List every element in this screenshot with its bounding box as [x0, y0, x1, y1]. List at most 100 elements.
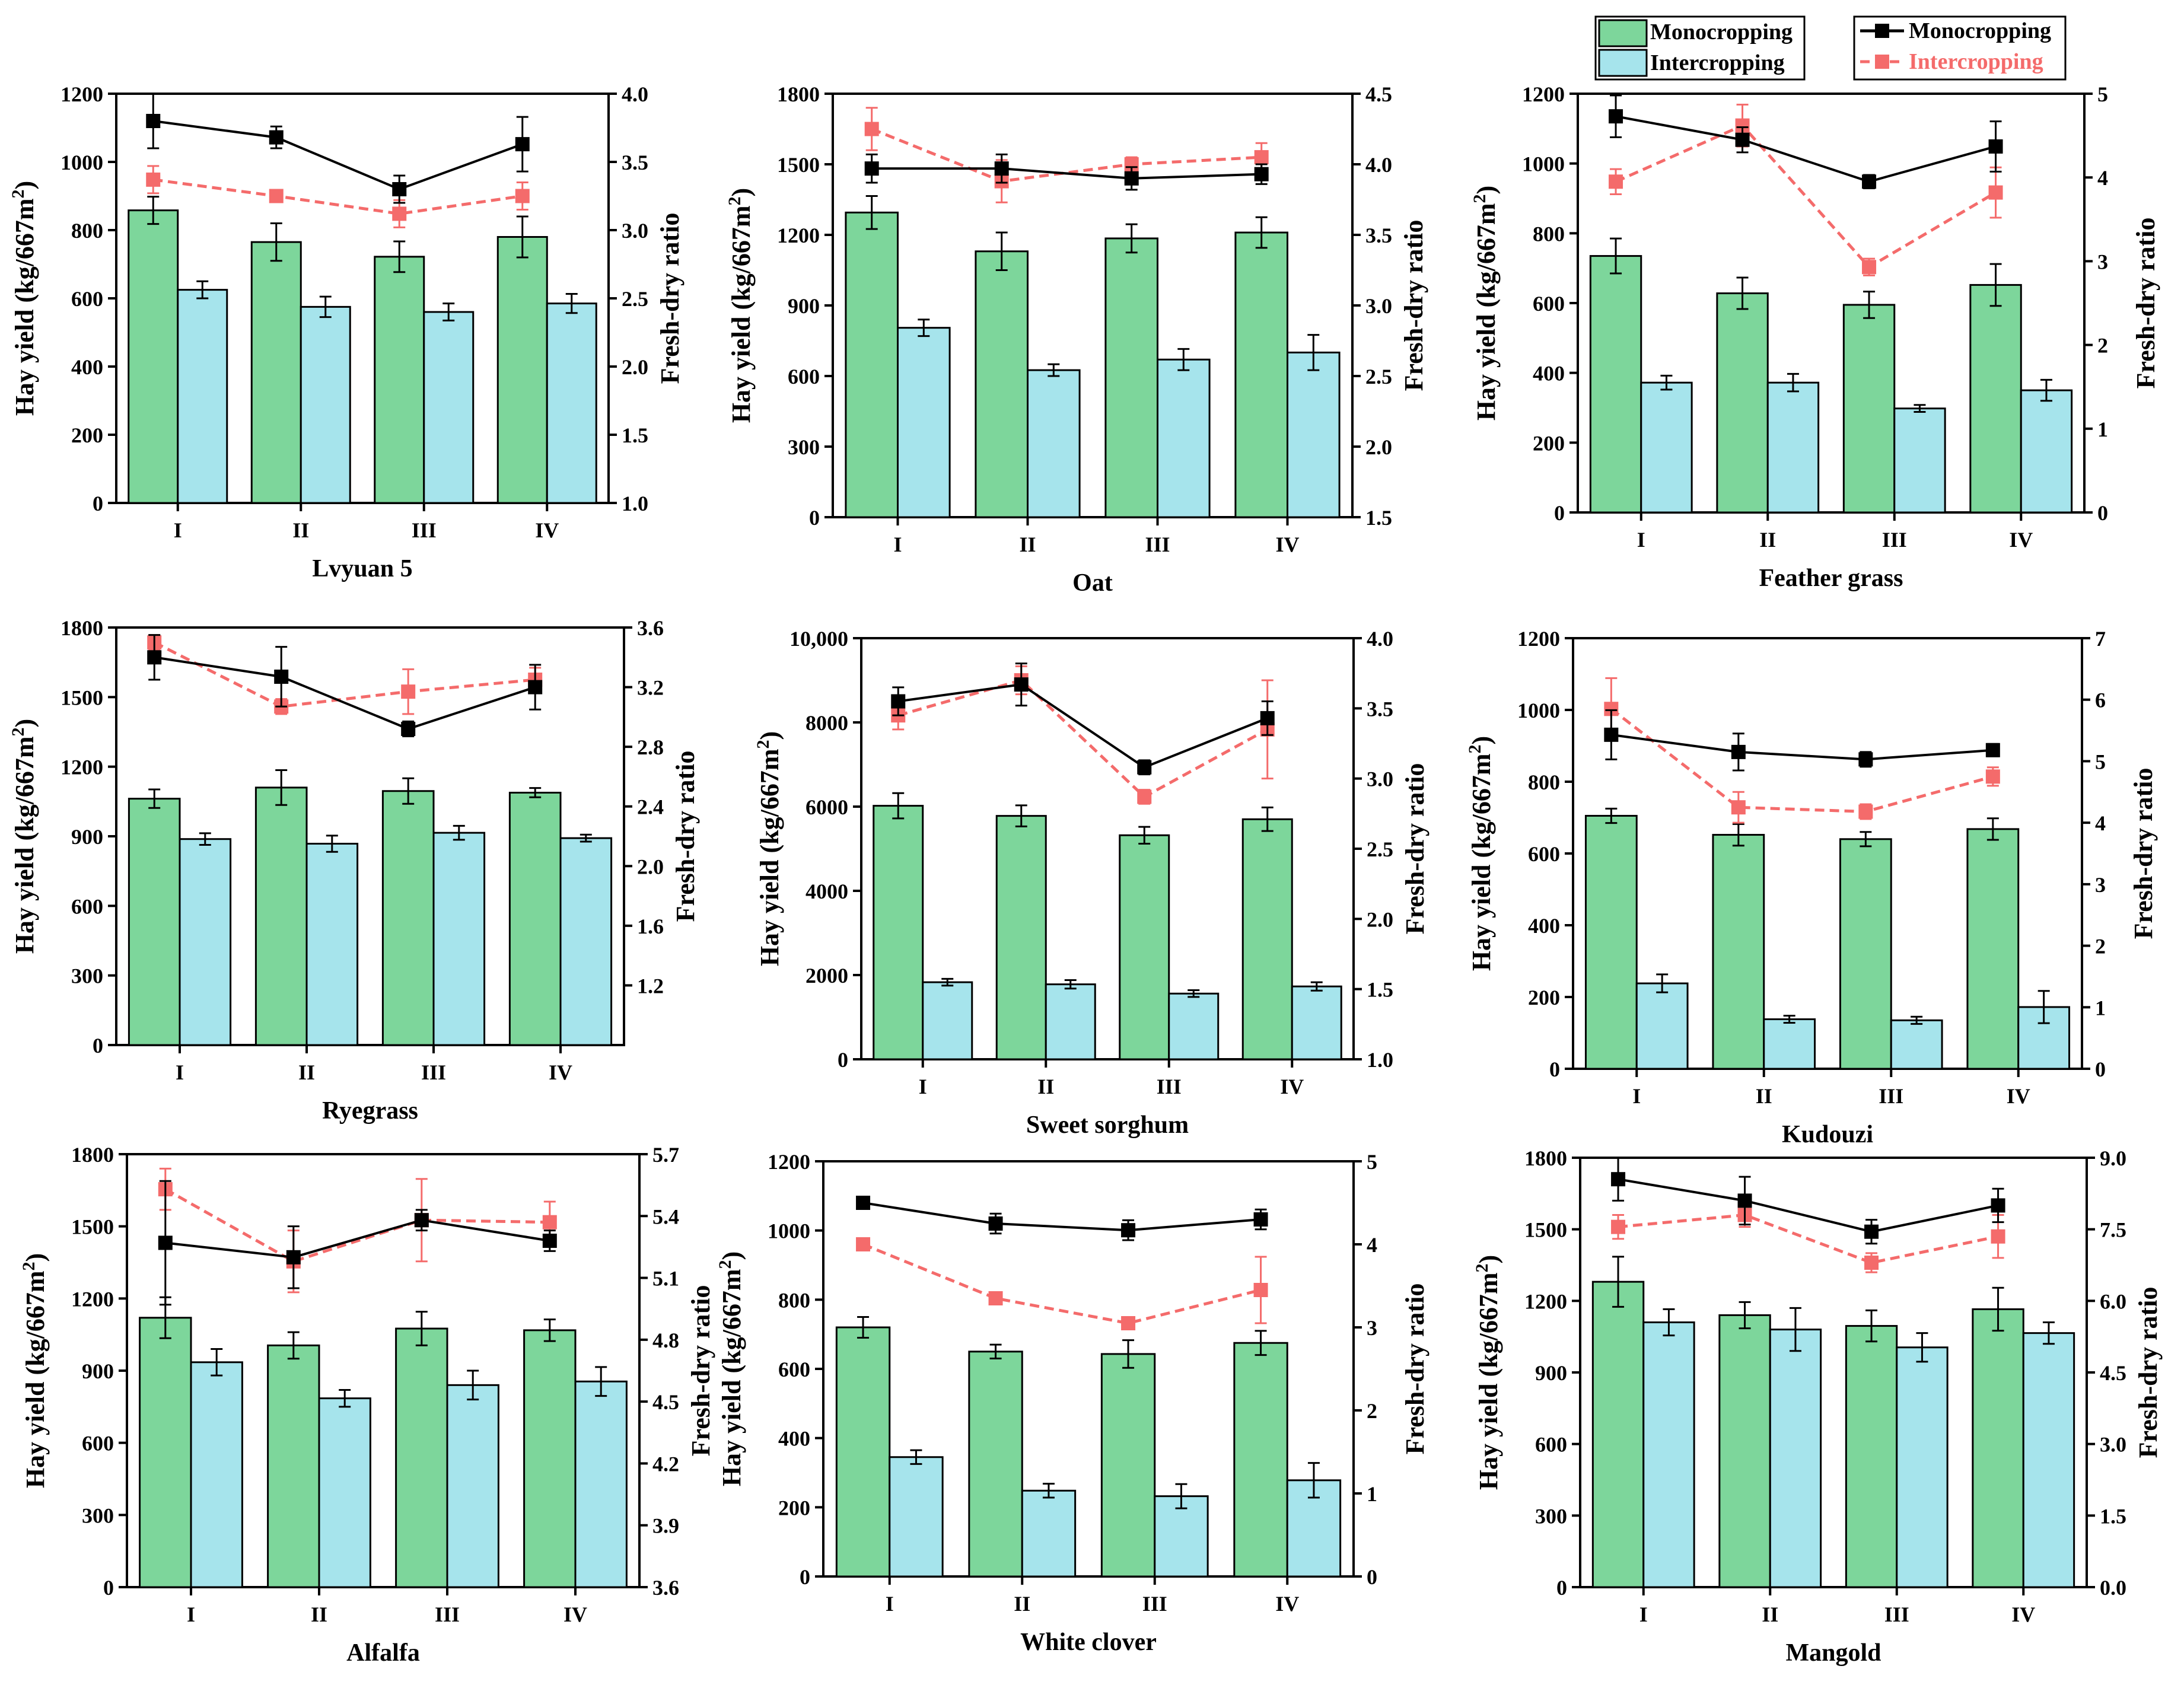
bar-inter-IV: [559, 837, 613, 1046]
marker-mono-IV: [1260, 711, 1275, 725]
y-tick-label: 1800: [777, 82, 820, 106]
y-tick-label: 0: [1554, 501, 1565, 525]
y-tick-label: 1200: [71, 1287, 114, 1311]
y2-axis-label: Fresh-dry ratio: [1400, 1283, 1430, 1455]
y-tick-label: 600: [1535, 1433, 1567, 1457]
y-axis-label: Hay yield (kg/667m2): [19, 1253, 50, 1488]
x-tick-label: III: [1157, 1075, 1182, 1098]
y-tick-label: 200: [71, 423, 103, 447]
y2-axis-label: Fresh-dry ratio: [671, 751, 700, 922]
y-tick-label: 400: [778, 1427, 810, 1451]
x-tick-label: III: [412, 518, 437, 542]
y2-axis-label: Fresh-dry ratio: [2129, 768, 2158, 939]
x-tick-label: II: [1762, 1603, 1778, 1626]
y-tick-label: 1500: [71, 1215, 114, 1239]
y-tick-label: 900: [71, 825, 103, 849]
y2-tick-label: 4.2: [652, 1452, 679, 1476]
y-axis-label: Hay yield (kg/667m2): [8, 181, 40, 416]
marker-inter-IV: [1253, 1283, 1268, 1297]
bar-inter-III: [446, 1384, 499, 1588]
marker-mono-I: [856, 1196, 871, 1210]
x-tick-label: IV: [563, 1603, 587, 1626]
bar-inter-II: [1045, 983, 1096, 1060]
legend-label-mono-line: Monocropping: [1909, 18, 2051, 43]
y2-tick-label: 4: [2095, 811, 2106, 835]
y2-tick-label: 3.6: [637, 616, 664, 640]
y-tick-label: 1200: [777, 224, 820, 247]
y2-tick-label: 2.5: [1367, 837, 1393, 861]
marker-inter-IV: [1985, 769, 2000, 784]
bar-mono-I: [128, 798, 181, 1046]
legend-label-inter-bar: Intercropping: [1650, 50, 1785, 75]
marker-mono-IV: [1988, 139, 2003, 154]
y2-tick-label: 1.0: [622, 492, 648, 515]
legend-label-mono-bar: Monocropping: [1650, 20, 1793, 44]
y-tick-label: 800: [1528, 770, 1560, 794]
line-monocropping: [897, 683, 1268, 769]
y2-tick-label: 5.1: [652, 1267, 679, 1291]
marker-mono-III: [414, 1213, 429, 1228]
y2-tick-label: 5.7: [652, 1143, 679, 1167]
bar-inter-II: [300, 305, 351, 504]
y-tick-label: 200: [1528, 986, 1560, 1009]
line-monocropping: [154, 656, 536, 731]
x-tick-label: III: [1882, 528, 1907, 552]
panel-9: 0 300 600 900 1200 1500 1800 0.0 1.5 3.0 4.5 6.0 7.5…: [1472, 1146, 2163, 1667]
bar-inter-II: [1763, 1018, 1816, 1070]
y2-tick-label: 1: [2095, 996, 2106, 1020]
y2-tick-label: 6.0: [2100, 1289, 2126, 1313]
legend-lines: Monocropping Intercropping: [1853, 15, 2067, 81]
bar-inter-IV: [546, 302, 597, 504]
y-tick-label: 1200: [1522, 82, 1565, 106]
y-tick-label: 800: [71, 219, 103, 243]
y2-tick-label: 2.5: [1365, 365, 1392, 388]
bar-inter-II: [305, 843, 359, 1046]
y2-tick-label: 3.5: [622, 151, 648, 174]
x-tick-label: II: [1019, 533, 1036, 556]
y2-tick-label: 4: [2097, 166, 2108, 190]
y-tick-label: 300: [82, 1504, 114, 1527]
y2-tick-label: 4.0: [622, 82, 648, 106]
bar-inter-IV: [2020, 389, 2073, 514]
y2-tick-label: 1.6: [637, 915, 664, 938]
marker-inter-I: [146, 172, 161, 187]
y2-tick-label: 2.8: [637, 735, 664, 759]
y2-tick-label: 4.0: [1365, 153, 1392, 177]
marker-inter-II: [1731, 800, 1746, 815]
bar-mono-III: [1842, 304, 1896, 514]
x-tick-label: II: [1759, 528, 1776, 552]
y2-tick-label: 3.0: [622, 219, 648, 243]
legend-marker-inter: [1875, 55, 1889, 69]
marker-mono-I: [1609, 109, 1623, 124]
y2-tick-label: 2.0: [1367, 907, 1393, 931]
y-axis-label: Hay yield (kg/667m2): [725, 188, 756, 423]
marker-inter-IV: [1991, 1229, 2005, 1244]
panel-title: Kudouzi: [1782, 1121, 1873, 1148]
y-tick-label: 900: [82, 1359, 114, 1383]
x-tick-label: III: [1879, 1084, 1903, 1108]
y-axis-label: Hay yield (kg/667m2): [753, 731, 785, 966]
bar-inter-II: [1027, 369, 1081, 518]
bar-inter-I: [1642, 1321, 1695, 1588]
marker-mono-IV: [528, 680, 543, 695]
x-tick-label: I: [886, 1592, 894, 1616]
bar-inter-III: [423, 311, 475, 504]
x-tick-label: I: [919, 1075, 927, 1098]
y2-tick-label: 1: [2097, 418, 2108, 441]
x-tick-label: II: [298, 1060, 315, 1084]
marker-mono-I: [158, 1235, 173, 1250]
bar-mono-II: [1712, 834, 1765, 1070]
y2-tick-label: 9.0: [2100, 1146, 2126, 1170]
panel-title: Ryegrass: [322, 1097, 418, 1125]
y2-tick-label: 1.5: [1365, 506, 1392, 530]
x-tick-label: I: [1632, 1084, 1641, 1108]
marker-mono-II: [1735, 132, 1750, 147]
bar-mono-IV: [1972, 1308, 2024, 1588]
marker-mono-I: [864, 161, 879, 176]
line-monocropping: [1618, 1178, 1998, 1233]
y-tick-label: 900: [788, 294, 820, 318]
bar-inter-II: [318, 1397, 371, 1588]
